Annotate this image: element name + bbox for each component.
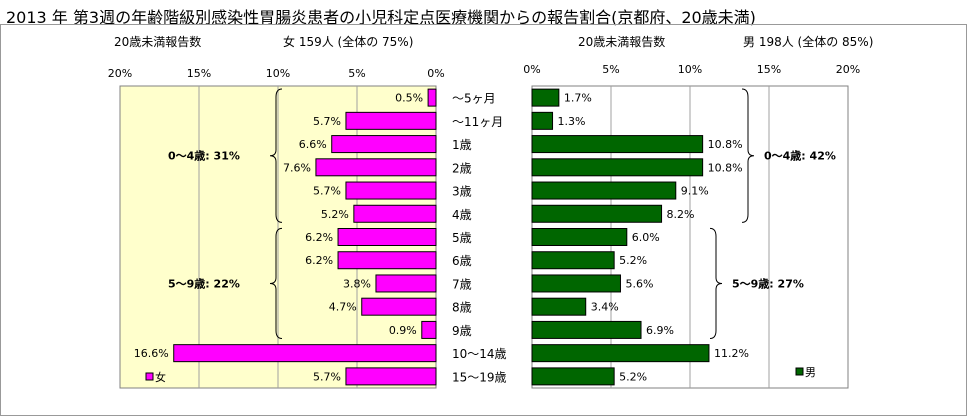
male-bar — [531, 228, 628, 246]
category-label: 2歳 — [452, 161, 472, 175]
male-bar — [531, 274, 621, 293]
category-label: 1歳 — [452, 138, 472, 152]
male-data-label: 11.2% — [714, 347, 749, 360]
female-bar — [345, 111, 437, 130]
male-data-label: 9.1% — [681, 185, 709, 198]
male-bar — [531, 204, 663, 223]
male-bar — [531, 297, 587, 316]
male-x-tick-label: 15% — [757, 63, 781, 76]
male-data-label: 8.2% — [667, 208, 695, 221]
male-data-label: 6.0% — [632, 231, 660, 244]
male-x-tick-label: 10% — [678, 63, 702, 76]
category-label: 6歳 — [452, 254, 472, 268]
male-x-tick-label: 20% — [836, 63, 860, 76]
male-bar — [531, 344, 710, 363]
female-data-label: 0.9% — [389, 324, 417, 337]
male-data-label: 5.2% — [619, 370, 647, 383]
female-x-tick-label: 5% — [348, 67, 365, 80]
male-data-label: 10.8% — [708, 138, 743, 151]
female-reports-label: 20歳未満報告数 — [114, 35, 202, 49]
female-data-label: 6.6% — [299, 138, 327, 151]
female-bar — [315, 158, 437, 177]
category-label: 〜5ヶ月 — [452, 92, 496, 106]
male-bar — [531, 88, 560, 107]
female-x-tick-label: 20% — [108, 67, 132, 80]
female-data-label: 0.5% — [395, 92, 423, 105]
male-bar — [531, 367, 615, 386]
female-bar — [427, 88, 437, 107]
male-bar — [531, 158, 704, 177]
female-annotation-label: 5〜9歳: 22% — [168, 276, 240, 290]
male-summary: 男 198人 (全体の 85%) — [743, 35, 874, 49]
category-label: 7歳 — [452, 277, 472, 291]
female-data-label: 4.7% — [329, 301, 357, 314]
female-bar — [345, 181, 437, 200]
male-x-tick-label: 5% — [602, 63, 619, 76]
male-data-label: 10.8% — [708, 161, 743, 174]
female-summary: 女 159人 (全体の 75%) — [283, 35, 414, 49]
female-x-tick-label: 0% — [427, 67, 444, 80]
male-data-label: 5.2% — [619, 254, 647, 267]
category-label: 3歳 — [452, 185, 472, 199]
male-data-label: 3.4% — [591, 301, 619, 314]
male-legend-label: 男 — [805, 366, 816, 379]
female-bar — [345, 367, 437, 386]
female-data-label: 5.7% — [313, 185, 341, 198]
female-data-label: 6.2% — [305, 254, 333, 267]
female-bar — [375, 274, 437, 293]
female-data-label: 3.8% — [343, 277, 371, 290]
female-annotation-brace — [269, 88, 283, 223]
male-annotation-label: 0〜4歳: 42% — [764, 149, 836, 163]
male-data-label: 1.3% — [558, 115, 586, 128]
male-data-label: 1.7% — [564, 92, 592, 105]
female-x-tick-label: 15% — [187, 67, 211, 80]
male-bar — [531, 320, 642, 339]
male-bar — [531, 111, 554, 130]
female-data-label: 6.2% — [305, 231, 333, 244]
category-label: 〜11ヶ月 — [452, 115, 503, 129]
chart-border — [0, 24, 967, 416]
female-data-label: 5.7% — [313, 370, 341, 383]
male-legend-swatch — [795, 367, 804, 376]
female-data-label: 7.6% — [283, 161, 311, 174]
female-bar — [173, 344, 437, 363]
male-bar — [531, 251, 615, 270]
male-bar — [531, 135, 704, 154]
chart-title: 2013 年 第3週の年齢階級別感染性胃腸炎患者の小児科定点医療機関からの報告割… — [6, 8, 756, 27]
male-x-tick-label: 0% — [523, 63, 540, 76]
female-data-label: 5.7% — [313, 115, 341, 128]
female-annotation-brace — [269, 227, 283, 340]
category-label: 4歳 — [452, 208, 472, 222]
male-bar — [531, 181, 677, 200]
male-data-label: 6.9% — [646, 324, 674, 337]
category-label: 5歳 — [452, 231, 472, 245]
female-legend-label: 女 — [155, 370, 166, 384]
male-annotation-label: 5〜9歳: 27% — [732, 276, 804, 290]
female-data-label: 16.6% — [134, 347, 169, 360]
female-bar — [331, 135, 437, 154]
category-label: 10〜14歳 — [452, 347, 507, 361]
female-bar — [353, 204, 437, 223]
male-data-label: 5.6% — [625, 277, 653, 290]
category-label: 8歳 — [452, 301, 472, 315]
male-annotation-brace — [709, 227, 723, 340]
female-x-tick-label: 10% — [266, 67, 290, 80]
category-label: 9歳 — [452, 324, 472, 338]
female-bar — [337, 228, 437, 246]
male-annotation-brace — [741, 88, 755, 223]
female-legend-swatch — [145, 372, 154, 381]
female-bar — [361, 297, 437, 316]
female-bar — [421, 320, 437, 339]
female-bar — [337, 251, 437, 270]
male-reports-label: 20歳未満報告数 — [578, 35, 666, 49]
female-data-label: 5.2% — [321, 208, 349, 221]
female-annotation-label: 0〜4歳: 31% — [168, 149, 240, 163]
category-label: 15〜19歳 — [452, 370, 507, 384]
